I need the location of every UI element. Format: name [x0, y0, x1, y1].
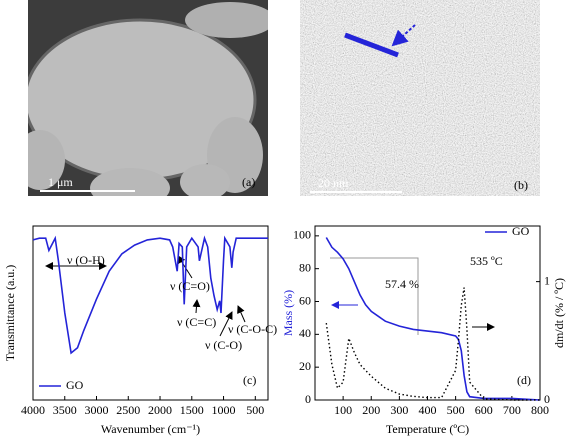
x-tick-label: 500 [246, 403, 264, 417]
y2-axis-title: dm/dt (% / ºC) [552, 278, 566, 348]
data-line [325, 287, 540, 401]
x-tick-label: 2500 [116, 403, 140, 417]
scale-bar-label: 20 nm [318, 176, 349, 190]
y-tick-label: 100 [293, 228, 311, 242]
tem-image-b: 20 nm (b) [300, 0, 540, 196]
annotation: ν (C=C) [177, 315, 216, 329]
x-tick-label: 500 [447, 403, 465, 417]
x-tick-label: 200 [362, 403, 380, 417]
tga-decor [330, 257, 495, 335]
y-tick-label: 40 [299, 326, 311, 340]
x-tick-label: 3500 [53, 403, 77, 417]
x-tick-label: 100 [334, 403, 352, 417]
panel-label: (b) [514, 178, 528, 192]
annotation: ν (C-O) [205, 338, 242, 352]
x-tick-label: 800 [531, 403, 549, 417]
y-tick-label: 20 [299, 359, 311, 373]
scale-bar-label: 1 μm [48, 175, 73, 189]
x-tick-label: 300 [390, 403, 408, 417]
x-tick-label: 1000 [212, 403, 236, 417]
y2-tick-label: 0 [544, 392, 550, 406]
y-tick-label: 60 [299, 293, 311, 307]
plot-frame [32, 225, 269, 401]
y-axis-title: Transmittance (a.u.) [3, 265, 17, 362]
x-axis-title: Wavenumber (cm⁻¹) [101, 422, 200, 436]
data-line [32, 235, 268, 355]
tem-image-a: 1 μm (a) [28, 0, 268, 196]
annotation: ν (O-H) [67, 253, 105, 267]
legend-label: GO [66, 378, 84, 392]
legend-label: GO [512, 224, 530, 238]
x-axis-title: Temperature (ºC) [386, 422, 469, 436]
y-tick-label: 80 [299, 260, 311, 274]
ftir-decor [45, 255, 246, 337]
panel-label: (c) [243, 373, 256, 387]
y-tick-label: 0 [305, 392, 311, 406]
x-tick-label: 600 [475, 403, 493, 417]
y-axis-title: Mass (%) [281, 290, 295, 336]
annotation: 535 ºC [470, 254, 503, 268]
annotation: ν (C=O) [170, 279, 210, 293]
x-tick-label: 4000 [21, 403, 45, 417]
x-tick-label: 3000 [85, 403, 109, 417]
data-line [325, 237, 541, 401]
annotation: 57.4 % [385, 277, 419, 291]
annotation: ν (C-O-C) [228, 322, 277, 336]
x-tick-label: 1500 [180, 403, 204, 417]
x-tick-label: 700 [503, 403, 521, 417]
y2-tick-label: 1 [544, 273, 550, 287]
panel-label: (a) [242, 175, 255, 189]
x-tick-label: 400 [419, 403, 437, 417]
x-tick-label: 2000 [148, 403, 172, 417]
plot-frame [314, 225, 541, 401]
panel-label: (d) [517, 373, 531, 387]
